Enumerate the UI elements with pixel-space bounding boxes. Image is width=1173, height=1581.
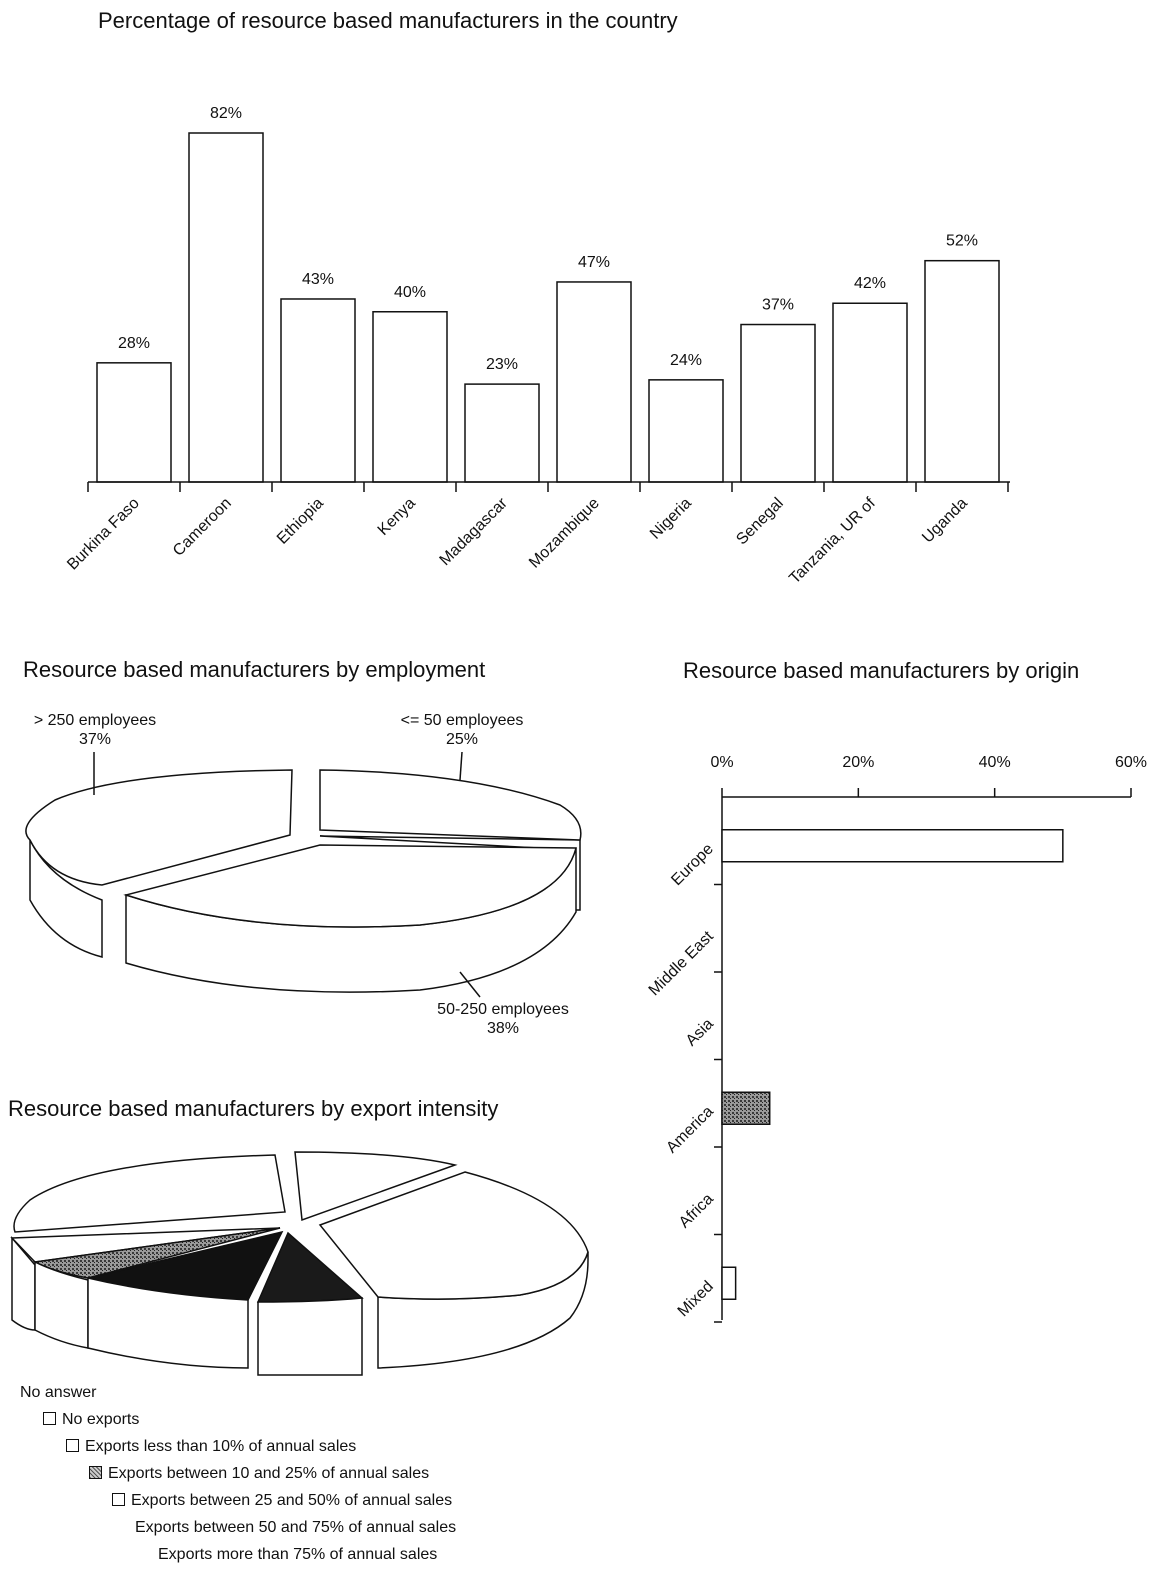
origin-bar-america xyxy=(722,1092,770,1124)
bar-senegal xyxy=(741,325,815,482)
bar-data-label: 24% xyxy=(670,352,702,369)
legend-swatch xyxy=(89,1466,102,1479)
employment-label-50to250: 50-250 employees xyxy=(437,1001,569,1018)
legend-item: No answer xyxy=(20,1384,96,1402)
bar-cameroon xyxy=(189,133,263,482)
bar-data-label: 47% xyxy=(578,254,610,271)
origin-chart-title: Resource based manufacturers by origin xyxy=(683,658,1079,683)
employment-pie-title: Resource based manufacturers by employme… xyxy=(23,657,485,682)
bar-tick-label: Kenya xyxy=(375,495,419,539)
bar-tick-label: Mozambique xyxy=(526,495,603,572)
bar-data-label: 82% xyxy=(210,105,242,122)
bar-data-label: 37% xyxy=(762,297,794,314)
employment-label-le50: <= 50 employees xyxy=(401,712,524,729)
bar-data-label: 43% xyxy=(302,271,334,288)
legend-item: Exports between 25 and 50% of annual sal… xyxy=(112,1492,452,1510)
legend-label: Exports between 10 and 25% of annual sal… xyxy=(108,1465,429,1482)
origin-x-tick-label: 60% xyxy=(1115,754,1147,771)
legend-swatch xyxy=(112,1493,125,1506)
origin-x-tick-label: 20% xyxy=(842,754,874,771)
bar-chart-marks: 28% 82% 43% 40% 23% 47% 24% 37% 42% 52% xyxy=(97,105,999,482)
bar-uganda xyxy=(925,261,999,482)
bar-tick-label: Cameroon xyxy=(170,495,235,560)
legend-item: No exports xyxy=(43,1411,139,1429)
origin-y-tick-label: Mixed xyxy=(675,1278,717,1320)
legend-label: Exports between 50 and 75% of annual sal… xyxy=(135,1519,456,1536)
bar-chart-x-ticks: Burkina Faso Cameroon Ethiopia Kenya Madagas… xyxy=(64,482,1008,587)
legend-item: Exports between 10 and 25% of annual sal… xyxy=(89,1465,429,1483)
bar-tick-label: Ethiopia xyxy=(274,495,327,548)
legend-swatch xyxy=(66,1439,79,1452)
employment-pie xyxy=(26,752,581,997)
bar-ethiopia xyxy=(281,299,355,482)
origin-y-tick-label: Middle East xyxy=(646,928,718,1000)
legend-swatch xyxy=(43,1412,56,1425)
employment-slice-le50-top xyxy=(320,770,581,840)
bar-tick-label: Nigeria xyxy=(647,495,695,543)
legend-label: Exports more than 75% of annual sales xyxy=(158,1546,437,1563)
legend-item: Exports less than 10% of annual sales xyxy=(66,1438,356,1456)
bar-tick-label: Tanzania, UR of xyxy=(786,494,879,587)
legend-label: Exports between 25 and 50% of annual sal… xyxy=(131,1492,452,1509)
legend-label: No exports xyxy=(62,1411,139,1428)
bar-data-label: 52% xyxy=(946,233,978,250)
origin-x-tick-label: 40% xyxy=(979,754,1011,771)
origin-y-tick-label: America xyxy=(663,1103,717,1157)
legend-label: No answer xyxy=(20,1384,96,1401)
employment-value-50to250: 38% xyxy=(487,1020,519,1037)
origin-bar-mixed xyxy=(722,1267,736,1299)
employment-label-gt250: > 250 employees xyxy=(34,712,156,729)
bar-data-label: 23% xyxy=(486,356,518,373)
bar-chart-title: Percentage of resource based manufacture… xyxy=(98,8,678,33)
bar-tick-label: Madagascar xyxy=(437,494,512,569)
export-pie-title: Resource based manufacturers by export i… xyxy=(8,1096,498,1121)
origin-y-tick-label: Europe xyxy=(668,840,717,889)
bar-tick-label: Senegal xyxy=(733,495,787,549)
bar-kenya xyxy=(373,312,447,482)
bar-tanzania-ur-of xyxy=(833,303,907,482)
bar-data-label: 40% xyxy=(394,284,426,301)
legend-item: Exports more than 75% of annual sales xyxy=(158,1546,437,1564)
bar-burkina-faso xyxy=(97,363,171,482)
origin-x-tick-label: 0% xyxy=(710,754,733,771)
export-pie xyxy=(12,1152,588,1375)
employment-value-gt250: 37% xyxy=(79,731,111,748)
origin-bar-europe xyxy=(722,830,1063,862)
bar-nigeria xyxy=(649,380,723,482)
bar-data-label: 42% xyxy=(854,275,886,292)
export-slice-front-side xyxy=(258,1298,362,1375)
bar-madagascar xyxy=(465,384,539,482)
bar-data-label: 28% xyxy=(118,335,150,352)
legend-label: Exports less than 10% of annual sales xyxy=(85,1438,356,1455)
origin-y-tick-label: Africa xyxy=(676,1190,717,1231)
origin-chart-marks xyxy=(722,830,1063,1300)
export-slice-back-left xyxy=(14,1155,285,1232)
origin-y-tick-label: Asia xyxy=(683,1015,717,1049)
bar-tick-label: Burkina Faso xyxy=(64,495,143,574)
bar-mozambique xyxy=(557,282,631,482)
legend-item: Exports between 50 and 75% of annual sal… xyxy=(135,1519,456,1537)
bar-tick-label: Uganda xyxy=(919,495,971,547)
employment-value-le50: 25% xyxy=(446,731,478,748)
